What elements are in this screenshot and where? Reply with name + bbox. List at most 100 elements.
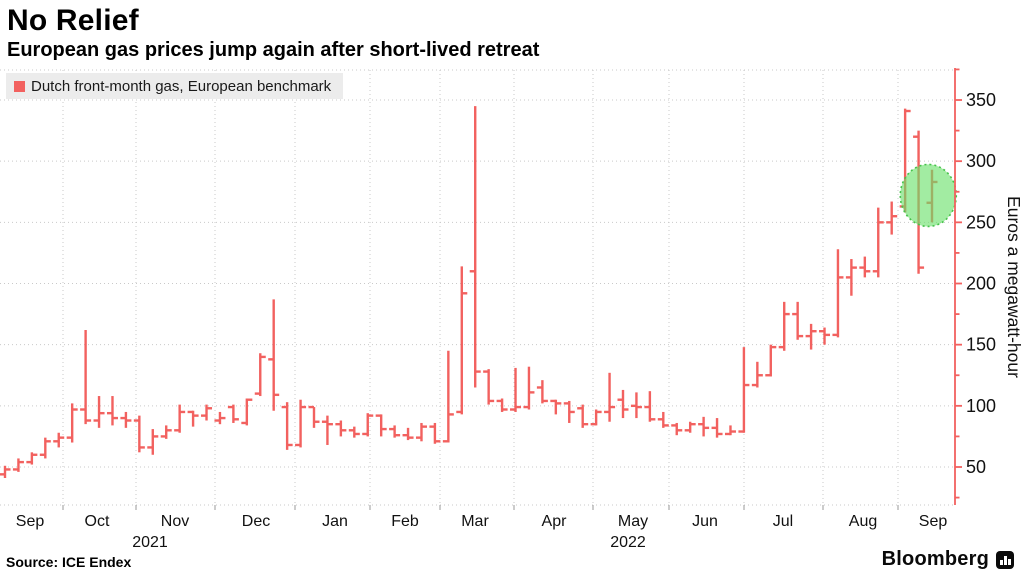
ohlc-bar xyxy=(389,425,401,438)
ohlc-bar xyxy=(886,201,898,235)
ohlc-bar xyxy=(133,415,145,453)
y-axis-title: Euros a megawatt-hour xyxy=(1004,196,1024,378)
ohlc-bar xyxy=(684,421,696,433)
x-month-label: Sep xyxy=(16,513,45,530)
ohlc-bar xyxy=(241,398,253,426)
ohlc-bar xyxy=(415,422,427,442)
ohlc-bar xyxy=(39,437,51,459)
ohlc-bar xyxy=(80,329,92,425)
chart-title: No Relief xyxy=(7,4,139,37)
ohlc-bar xyxy=(630,392,642,419)
x-month-label: Sep xyxy=(919,513,948,530)
ohlc-bar xyxy=(362,413,374,437)
ohlc-bar xyxy=(550,399,562,415)
ohlc-bar xyxy=(792,301,804,340)
x-month-label: Jul xyxy=(773,513,793,530)
ohlc-bar xyxy=(617,389,629,419)
ohlc-bar xyxy=(724,425,736,436)
ohlc-bar xyxy=(348,426,360,438)
ohlc-bar xyxy=(872,207,884,278)
x-month-label: Nov xyxy=(161,513,189,530)
highlight-circle xyxy=(899,163,958,228)
ohlc-bar xyxy=(160,425,172,439)
ohlc-bar xyxy=(106,396,118,426)
ohlc-bar xyxy=(483,369,495,405)
source-note: Source: ICE Endex xyxy=(6,554,132,570)
ohlc-bar xyxy=(510,367,522,412)
ohlc-bar xyxy=(832,249,844,338)
x-month-label: Mar xyxy=(461,513,489,530)
ohlc-bar xyxy=(268,299,280,411)
ohlc-bar xyxy=(187,410,199,427)
ohlc-bar xyxy=(308,405,320,428)
legend-swatch-icon xyxy=(14,80,25,92)
ohlc-bar xyxy=(402,427,414,441)
ohlc-bar xyxy=(657,411,669,428)
y-tick-label: 300 xyxy=(966,151,996,171)
ohlc-bar xyxy=(698,416,710,437)
ohlc-bar xyxy=(26,452,38,465)
bar-chart-badge-icon xyxy=(996,550,1014,569)
ohlc-bar xyxy=(469,106,481,388)
y-tick-label: 350 xyxy=(966,90,996,110)
x-year-label: 2021 xyxy=(132,534,168,551)
legend-label: Dutch front-month gas, European benchmar… xyxy=(31,77,332,95)
ohlc-bar xyxy=(442,350,454,443)
y-tick-label: 150 xyxy=(966,335,996,355)
x-month-label: Oct xyxy=(85,513,110,530)
bloomberg-wordmark: Bloomberg xyxy=(881,548,989,570)
x-month-label: Feb xyxy=(391,513,419,530)
ohlc-bar xyxy=(66,403,78,443)
x-month-label: Jan xyxy=(322,513,348,530)
ohlc-bar xyxy=(254,353,266,397)
ohlc-bar xyxy=(577,404,589,428)
chart-subtitle: European gas prices jump again after sho… xyxy=(7,39,540,61)
y-tick-label: 250 xyxy=(966,212,996,232)
ohlc-bar xyxy=(53,432,65,448)
ohlc-bar xyxy=(12,458,24,472)
ohlc-bar xyxy=(201,404,213,421)
x-month-label: Apr xyxy=(542,513,568,530)
ohlc-bar xyxy=(120,411,132,428)
x-month-label: Dec xyxy=(242,513,270,530)
ohlc-bar xyxy=(321,415,333,445)
ohlc-bar xyxy=(563,400,575,423)
ohlc-bar xyxy=(536,380,548,404)
ohlc-bar xyxy=(281,402,293,450)
ohlc-bar xyxy=(0,465,11,479)
ohlc-bar xyxy=(738,347,750,433)
ohlc-bar xyxy=(227,404,239,423)
ohlc-bar xyxy=(590,409,602,426)
ohlc-bar xyxy=(147,429,159,455)
ohlc-bar xyxy=(751,361,763,388)
ohlc-bar xyxy=(604,372,616,422)
ohlc-bar xyxy=(859,256,871,278)
x-month-label: Aug xyxy=(849,513,877,530)
ohlc-bar xyxy=(778,301,790,351)
legend: Dutch front-month gas, European benchmar… xyxy=(6,73,344,99)
ohlc-bar xyxy=(671,422,683,436)
ohlc-bar xyxy=(805,323,817,350)
ohlc-bar xyxy=(335,420,347,437)
ohlc-bar xyxy=(429,422,441,444)
y-tick-label: 200 xyxy=(966,274,996,294)
x-month-label: May xyxy=(618,513,648,530)
y-tick-label: 100 xyxy=(966,396,996,416)
x-month-label: Jun xyxy=(692,513,718,530)
ohlc-bar xyxy=(523,366,535,410)
bloomberg-logo: Bloomberg xyxy=(882,548,1014,571)
ohlc-bar xyxy=(93,396,105,428)
y-tick-label: 50 xyxy=(966,457,986,477)
ohlc-bar xyxy=(765,344,777,377)
ohlc-bar xyxy=(644,391,656,422)
ohlc-bar xyxy=(496,398,508,412)
ohlc-bar xyxy=(214,411,226,425)
ohlc-bar xyxy=(711,418,723,438)
ohlc-bar xyxy=(819,327,831,345)
ohlc-bar xyxy=(375,414,387,437)
ohlc-bar xyxy=(295,399,307,448)
x-year-label: 2022 xyxy=(610,534,646,551)
ohlc-bar xyxy=(174,404,186,433)
ohlc-bar xyxy=(845,259,857,296)
